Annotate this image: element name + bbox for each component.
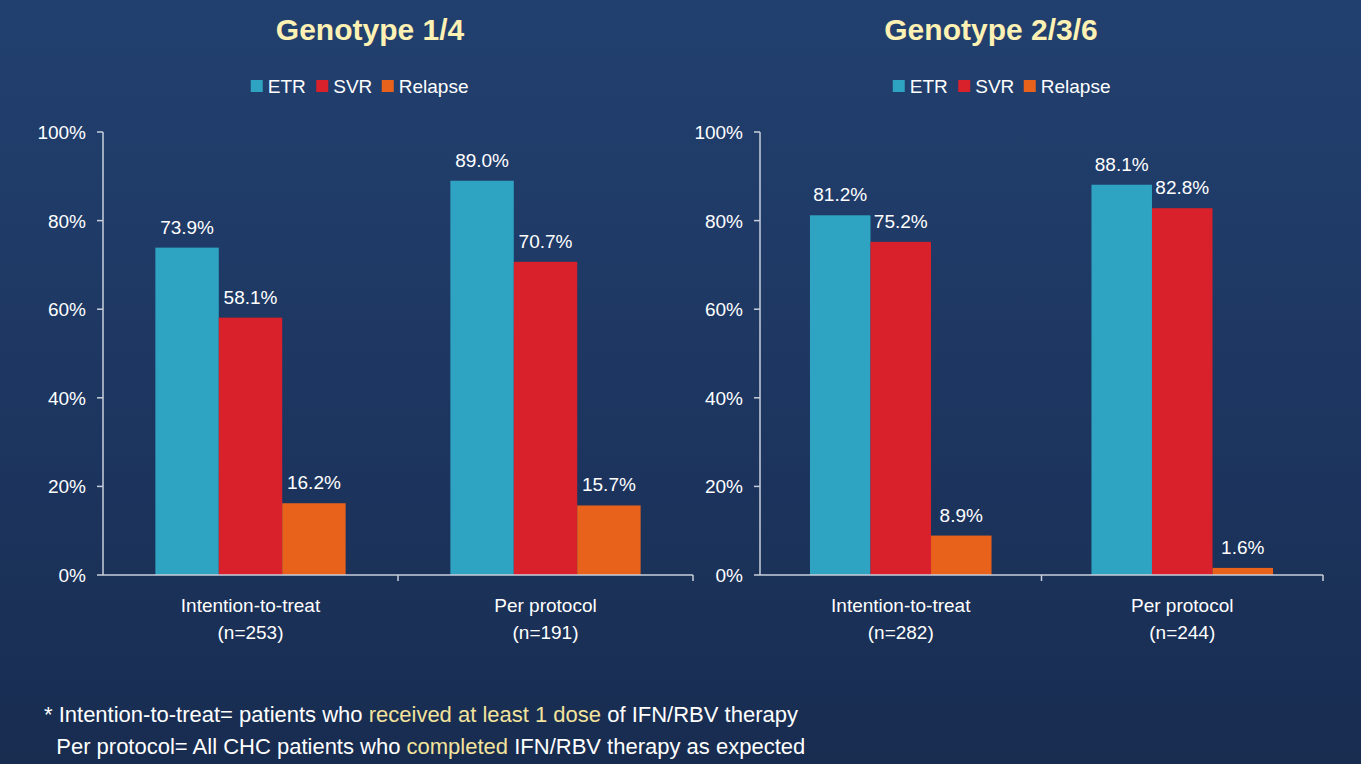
bar [810, 215, 871, 575]
chart: Genotype 2/3/6 ETR SVR Relapse 0% 20% 40% 60% 80… [694, 13, 1323, 643]
data-label: 81.2% [813, 184, 867, 205]
legend-label: ETR [268, 76, 306, 97]
bar [155, 248, 218, 575]
footnote-emphasis: completed [407, 734, 509, 759]
legend-swatch [958, 80, 970, 92]
y-tick [754, 308, 760, 310]
y-tick [754, 486, 760, 488]
x-tick-label: Per protocol(n=244) [1131, 595, 1233, 643]
bars [810, 185, 1273, 575]
y-tick [754, 131, 760, 133]
data-label: 82.8% [1155, 177, 1209, 198]
y-tick-label: 60% [48, 299, 86, 320]
x-tick [397, 575, 399, 581]
bar [1152, 208, 1213, 575]
footnote-line: Per protocol= All CHC patients who compl… [44, 734, 805, 759]
footnote-text: IFN/RBV therapy as expected [508, 734, 805, 759]
bar [870, 242, 931, 575]
y-tick-label: 40% [48, 388, 86, 409]
legend-label: ETR [910, 76, 948, 97]
x-tick-label: Intention-to-treat(n=282) [831, 595, 971, 643]
bar [219, 318, 282, 575]
footnote: * Intention-to-treat= patients who recei… [44, 702, 805, 759]
data-label: 70.7% [519, 231, 573, 252]
legend-swatch [893, 80, 905, 92]
legend-label: Relapse [1041, 76, 1111, 97]
y-tick [97, 131, 103, 133]
bar [282, 503, 345, 575]
bar [577, 505, 640, 575]
x-axis [760, 574, 1323, 576]
y-tick [754, 574, 760, 576]
y-tick [754, 397, 760, 399]
footnote-text: Per protocol= All CHC patients who [44, 734, 407, 759]
y-tick-label: 20% [705, 476, 743, 497]
data-label: 15.7% [582, 474, 636, 495]
legend-label: Relapse [399, 76, 469, 97]
y-tick [97, 574, 103, 576]
legend-item: SVR [316, 76, 372, 97]
footnote-line: * Intention-to-treat= patients who recei… [44, 702, 798, 727]
y-tick [754, 220, 760, 222]
legend-swatch [382, 80, 394, 92]
y-tick-label: 0% [59, 565, 87, 586]
footnote-emphasis: received at least 1 dose [369, 702, 601, 727]
x-tick-label: Intention-to-treat(n=253) [181, 595, 321, 643]
canvas: Genotype 1/4 ETR SVR Relapse 0% 20% 40% 60% 80% 1… [0, 0, 1361, 764]
y-tick [97, 397, 103, 399]
y-tick [97, 308, 103, 310]
y-tick-label: 60% [705, 299, 743, 320]
bar [931, 536, 992, 575]
y-tick-label: 100% [694, 122, 743, 143]
data-label: 1.6% [1221, 537, 1264, 558]
bar [1091, 185, 1152, 575]
y-tick [97, 486, 103, 488]
y-tick-label: 80% [48, 211, 86, 232]
legend-item: Relapse [382, 76, 469, 97]
legend-item: ETR [251, 76, 306, 97]
y-tick-label: 100% [37, 122, 86, 143]
legend-swatch [1024, 80, 1036, 92]
y-axis [759, 132, 761, 575]
data-label: 73.9% [160, 217, 214, 238]
bar [514, 262, 577, 575]
data-label: 58.1% [224, 287, 278, 308]
y-tick-label: 20% [48, 476, 86, 497]
legend-item: ETR [893, 76, 948, 97]
y-tick [97, 220, 103, 222]
bar [450, 181, 513, 575]
data-label: 88.1% [1095, 154, 1149, 175]
y-tick-label: 0% [716, 565, 744, 586]
y-axis [102, 132, 104, 575]
x-tick-label: Per protocol(n=191) [494, 595, 596, 643]
bar [1213, 568, 1274, 575]
legend-swatch [316, 80, 328, 92]
data-labels: 73.9% 58.1% 16.2% 89.0% 70.7% 15.7% [160, 150, 636, 496]
x-tick [1041, 575, 1043, 581]
data-label: 16.2% [287, 472, 341, 493]
legend-label: SVR [975, 76, 1014, 97]
footnote-text: * Intention-to-treat= patients who [44, 702, 369, 727]
data-labels: 81.2% 75.2% 8.9% 88.1% 82.8% 1.6% [813, 154, 1264, 558]
y-tick-label: 80% [705, 211, 743, 232]
x-tick [692, 575, 694, 581]
legend-label: SVR [333, 76, 372, 97]
data-label: 8.9% [940, 505, 983, 526]
bars [155, 181, 640, 575]
legend-item: SVR [958, 76, 1014, 97]
chart-title: Genotype 2/3/6 [884, 13, 1097, 46]
x-axis [103, 574, 693, 576]
data-label: 75.2% [874, 211, 928, 232]
chart-title: Genotype 1/4 [276, 13, 465, 46]
legend-swatch [251, 80, 263, 92]
y-tick-label: 40% [705, 388, 743, 409]
chart: Genotype 1/4 ETR SVR Relapse 0% 20% 40% 60% 80% 1… [37, 13, 693, 643]
x-tick [1322, 575, 1324, 581]
legend-item: Relapse [1024, 76, 1111, 97]
footnote-text: of IFN/RBV therapy [601, 702, 798, 727]
data-label: 89.0% [455, 150, 509, 171]
